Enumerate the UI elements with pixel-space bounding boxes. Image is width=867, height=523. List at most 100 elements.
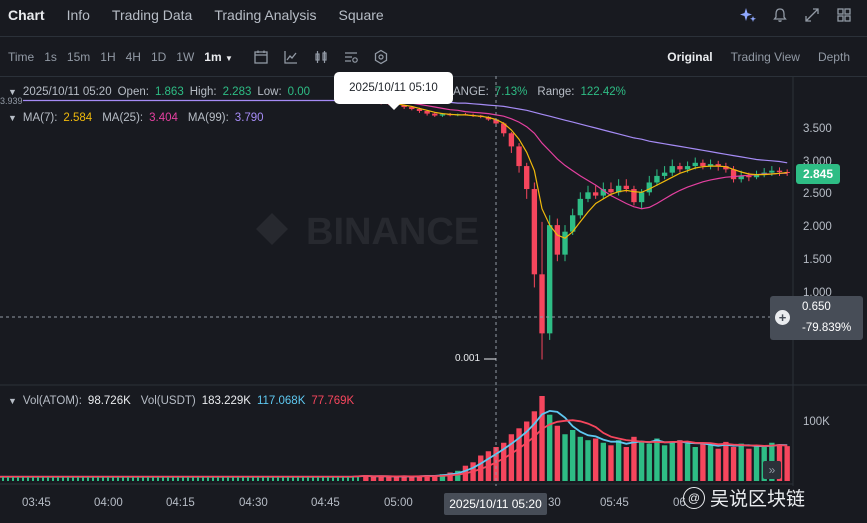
candle-body	[730, 169, 737, 180]
hexagon-settings-icon[interactable]	[366, 47, 396, 67]
volume-bar	[282, 477, 284, 481]
candle-body	[432, 113, 438, 116]
interval-1d[interactable]: 1D	[150, 50, 167, 64]
indicator-settings-icon[interactable]	[336, 47, 366, 67]
ma25-label: MA(25):	[102, 112, 144, 124]
selected-interval-label: 1m	[204, 50, 222, 64]
volume-bar	[363, 475, 369, 481]
volume-bar	[197, 477, 199, 481]
interval-1h[interactable]: 1H	[100, 50, 116, 64]
time-axis-label: 05:45	[600, 497, 629, 509]
candle-body	[746, 175, 752, 178]
vol-ma-a-value: 117.068K	[256, 395, 306, 407]
candle-body	[654, 175, 660, 183]
candles-icon[interactable]	[306, 47, 336, 67]
ma-lines-layer	[0, 99, 788, 239]
volume-bar	[370, 476, 377, 481]
volume-bar	[87, 477, 89, 481]
bell-icon[interactable]	[771, 6, 789, 24]
volume-bar	[262, 477, 264, 481]
interval-1s[interactable]: 1s	[44, 50, 57, 64]
chart-toolbar: Time 1s 15m 1H 4H 1D 1W 1m ▼ Original Tr…	[0, 40, 867, 74]
price-axis-label: 2.000	[803, 221, 832, 233]
volume-bar	[684, 443, 691, 481]
volume-bar	[439, 474, 446, 481]
candle-body	[409, 107, 415, 110]
expand-icon[interactable]	[803, 6, 821, 24]
volume-bar	[127, 477, 129, 481]
tab-chart[interactable]: Chart	[8, 7, 45, 23]
price-chart[interactable]: BINANCE	[0, 76, 867, 523]
candle-body	[539, 274, 545, 334]
volume-bar	[307, 477, 309, 481]
legend-collapse-icon[interactable]: ▼	[8, 87, 17, 97]
tab-info[interactable]: Info	[66, 7, 90, 23]
volume-bar	[409, 476, 415, 481]
ma99-line	[365, 99, 788, 164]
tab-square[interactable]: Square	[338, 7, 384, 23]
volume-bar	[122, 477, 124, 481]
volume-bar	[22, 477, 24, 481]
volume-bar	[600, 442, 606, 481]
tab-trading-data[interactable]: Trading Data	[111, 7, 193, 23]
time-axis-label: 04:45	[311, 497, 340, 509]
view-trading-view[interactable]: Trading View	[730, 50, 800, 64]
candle-body	[416, 109, 423, 111]
time-label[interactable]: Time	[8, 50, 35, 64]
volume-bar	[147, 477, 149, 481]
ai-sparkle-icon[interactable]	[739, 6, 757, 24]
volume-bar	[187, 477, 189, 481]
ma7-label: MA(7):	[22, 112, 58, 124]
volume-bar	[738, 443, 744, 481]
interval-4h[interactable]: 4H	[125, 50, 141, 64]
volume-legend: ▼ Vol(ATOM): 98.726K Vol(USDT) 183.229K 11…	[8, 395, 354, 407]
tab-actions	[739, 6, 853, 24]
scroll-right-button[interactable]: »	[763, 461, 781, 479]
volume-bar	[177, 477, 179, 481]
candle-body	[700, 162, 706, 167]
candle-body	[707, 164, 714, 167]
volume-bar	[715, 448, 721, 481]
time-axis-label: 04:30	[239, 497, 268, 509]
volume-bar	[72, 477, 74, 481]
interval-15m[interactable]: 15m	[66, 50, 91, 64]
interval-1w[interactable]: 1W	[176, 50, 195, 64]
volume-collapse-icon[interactable]: ▼	[8, 396, 17, 406]
tabs-divider	[0, 36, 867, 37]
volume-bars-layer	[0, 396, 790, 481]
volume-bar	[592, 438, 599, 481]
tab-trading-analysis[interactable]: Trading Analysis	[214, 7, 317, 23]
candle-body	[715, 164, 721, 167]
volume-bar	[554, 425, 561, 481]
volume-bar	[447, 472, 453, 481]
candle-body	[508, 133, 515, 147]
volume-bar	[157, 477, 159, 481]
view-original[interactable]: Original	[667, 50, 713, 64]
volume-bar	[692, 447, 698, 481]
volume-bar	[393, 476, 400, 481]
calendar-icon[interactable]	[246, 47, 276, 67]
volume-bar	[137, 477, 139, 481]
ma-collapse-icon[interactable]: ▼	[8, 113, 17, 123]
volume-bar	[531, 411, 538, 481]
volume-bar	[142, 477, 144, 481]
volume-bar	[212, 477, 214, 481]
view-depth[interactable]: Depth	[817, 50, 850, 64]
volume-bar	[730, 447, 737, 481]
volume-bar	[32, 477, 34, 481]
add-alert-plus-icon[interactable]: +	[775, 310, 790, 325]
interval-selected[interactable]: 1m ▼	[199, 50, 238, 64]
time-axis-label: 05:00	[384, 497, 413, 509]
volume-bar	[232, 477, 234, 481]
volume-ma-b-line	[0, 419, 788, 478]
open-label: Open:	[117, 86, 149, 98]
volume-ma-a-line	[0, 409, 788, 478]
volume-bar	[654, 438, 660, 481]
line-chart-icon[interactable]	[276, 47, 306, 67]
volume-bar	[227, 477, 229, 481]
range-label: Range:	[537, 86, 575, 98]
volume-bar	[97, 477, 99, 481]
time-axis-label: 03:45	[22, 497, 51, 509]
candle-body	[631, 189, 637, 203]
grid-layout-icon[interactable]	[835, 6, 853, 24]
